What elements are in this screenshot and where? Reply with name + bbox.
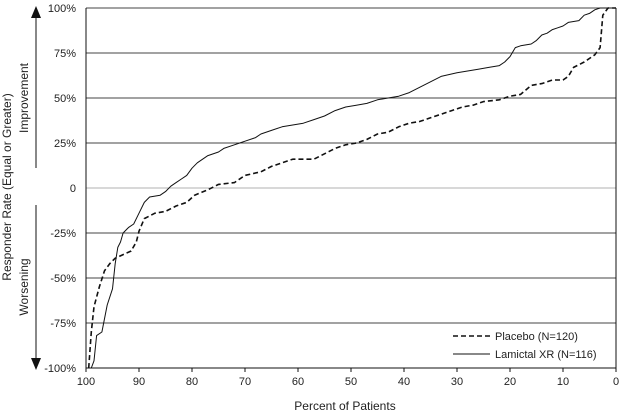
x-tick-label: 10 bbox=[557, 376, 569, 388]
series-lines bbox=[87, 7, 616, 369]
y-tick-label: -50% bbox=[50, 273, 76, 285]
x-tick-labels: 100 90 80 70 60 50 40 30 20 10 0 bbox=[77, 376, 619, 388]
y-axis-title: Responder Rate (Equal or Greater) bbox=[0, 93, 14, 280]
down-arrow-icon bbox=[31, 358, 41, 370]
improvement-label: Improvement bbox=[17, 62, 31, 133]
legend-box bbox=[445, 326, 605, 364]
y-tick-label: -25% bbox=[50, 228, 76, 240]
series-line-lamictal bbox=[90, 7, 616, 369]
up-arrow-icon bbox=[31, 6, 41, 18]
x-tick-label: 50 bbox=[345, 376, 357, 388]
x-tick-label: 30 bbox=[451, 376, 463, 388]
x-tick-label: 90 bbox=[133, 376, 145, 388]
plot-frame bbox=[85, 8, 617, 372]
y-tick-label: 75% bbox=[54, 48, 76, 60]
y-tick-label: 25% bbox=[54, 138, 76, 150]
legend: Placebo (N=120) Lamictal XR (N=116) bbox=[445, 326, 605, 364]
y-tick-label: -100% bbox=[44, 363, 76, 375]
legend-label-lamictal: Lamictal XR (N=116) bbox=[495, 349, 597, 361]
x-tick-label: 100 bbox=[77, 376, 95, 388]
series-line-placebo bbox=[87, 7, 616, 369]
grid-lines bbox=[86, 7, 616, 369]
x-tick-label: 60 bbox=[292, 376, 304, 388]
direction-arrows bbox=[31, 6, 41, 370]
x-tick-label: 70 bbox=[239, 376, 251, 388]
x-axis-title: Percent of Patients bbox=[294, 399, 395, 413]
y-tick-label: 100% bbox=[48, 3, 76, 15]
x-tick-label: 20 bbox=[504, 376, 516, 388]
x-tick-label: 0 bbox=[613, 376, 619, 388]
y-tick-labels: 100% 75% 50% 25% 0 -25% -50% -75% -100% bbox=[44, 3, 76, 375]
y-tick-label: 50% bbox=[54, 93, 76, 105]
axis-titles: Percent of Patients Responder Rate (Equa… bbox=[0, 62, 396, 413]
x-tick-label: 80 bbox=[186, 376, 198, 388]
y-tick-label: -75% bbox=[50, 318, 76, 330]
x-tick-label: 40 bbox=[398, 376, 410, 388]
worsening-label: Worsening bbox=[17, 258, 31, 315]
y-tick-label: 0 bbox=[70, 183, 76, 195]
legend-label-placebo: Placebo (N=120) bbox=[495, 331, 578, 343]
